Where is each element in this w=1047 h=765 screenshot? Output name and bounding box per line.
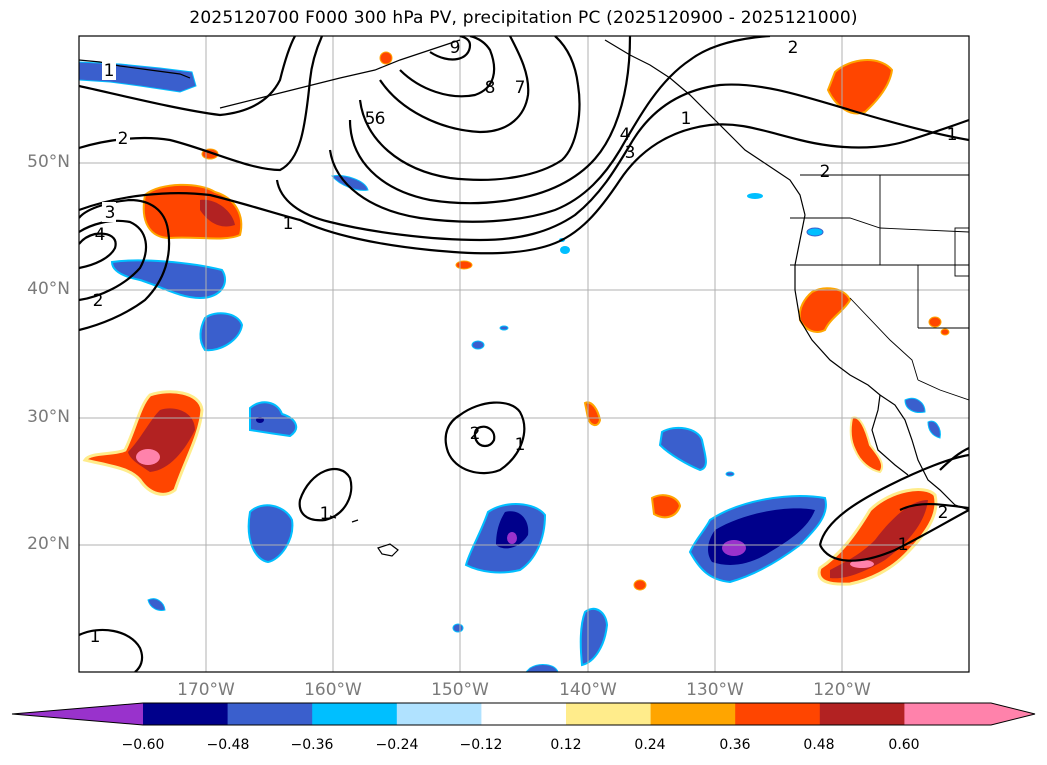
svg-text:2: 2 [938, 503, 949, 523]
svg-text:1: 1 [898, 535, 909, 555]
pv-contours [79, 36, 969, 672]
lat-label-50n: 50°N [27, 152, 70, 172]
lon-label-130w: 130°W [686, 680, 744, 700]
svg-text:5: 5 [365, 109, 376, 129]
colorbar-tick: 0.24 [634, 737, 666, 753]
svg-text:1: 1 [515, 435, 526, 455]
lon-label-170w: 170°W [177, 680, 235, 700]
svg-text:1: 1 [283, 214, 294, 234]
colorbar-tick: −0.12 [459, 737, 503, 753]
pv-contour-labels: 1 2 3 4 5 6 7 8 9 1 2 1 2 1 2 1 3 4 2 1 … [90, 38, 958, 647]
svg-text:1: 1 [681, 109, 692, 129]
svg-text:2: 2 [118, 129, 129, 149]
lon-label-120w: 120°W [813, 680, 871, 700]
svg-text:4: 4 [620, 125, 631, 145]
colorbar-tick: 0.12 [550, 737, 582, 753]
map-frame [78, 35, 970, 673]
svg-text:1: 1 [947, 125, 958, 145]
state-borders [790, 174, 969, 401]
svg-text:8: 8 [485, 78, 496, 98]
map-gridlines [79, 36, 969, 672]
lon-label-140w: 140°W [559, 680, 617, 700]
lat-label-40n: 40°N [27, 279, 70, 299]
lon-label-160w: 160°W [304, 680, 362, 700]
svg-text:1: 1 [90, 627, 101, 647]
svg-text:7: 7 [515, 78, 526, 98]
svg-text:1: 1 [320, 504, 331, 524]
chart-title: 2025120700 F000 300 hPa PV, precipitatio… [189, 8, 858, 28]
svg-text:3: 3 [625, 143, 636, 163]
lon-label-150w: 150°W [431, 680, 489, 700]
svg-text:2: 2 [470, 424, 481, 444]
colorbar-tick: 0.48 [803, 737, 835, 753]
lat-label-20n: 20°N [27, 534, 70, 554]
svg-text:3: 3 [105, 203, 116, 223]
colorbar-tick: −0.48 [206, 737, 250, 753]
lat-label-30n: 30°N [27, 407, 70, 427]
colorbar-tick: −0.24 [375, 737, 419, 753]
svg-text:9: 9 [450, 38, 461, 58]
svg-text:4: 4 [95, 225, 106, 245]
colorbar-tick: 0.60 [888, 737, 920, 753]
svg-text:2: 2 [788, 38, 799, 58]
colorbar-tick: 0.36 [719, 737, 751, 753]
svg-text:2: 2 [93, 291, 104, 311]
svg-text:6: 6 [375, 109, 386, 129]
colorbar-tick: −0.60 [121, 737, 165, 753]
svg-text:2: 2 [820, 162, 831, 182]
svg-text:1: 1 [104, 61, 115, 81]
colorbar-tick: −0.36 [290, 737, 334, 753]
